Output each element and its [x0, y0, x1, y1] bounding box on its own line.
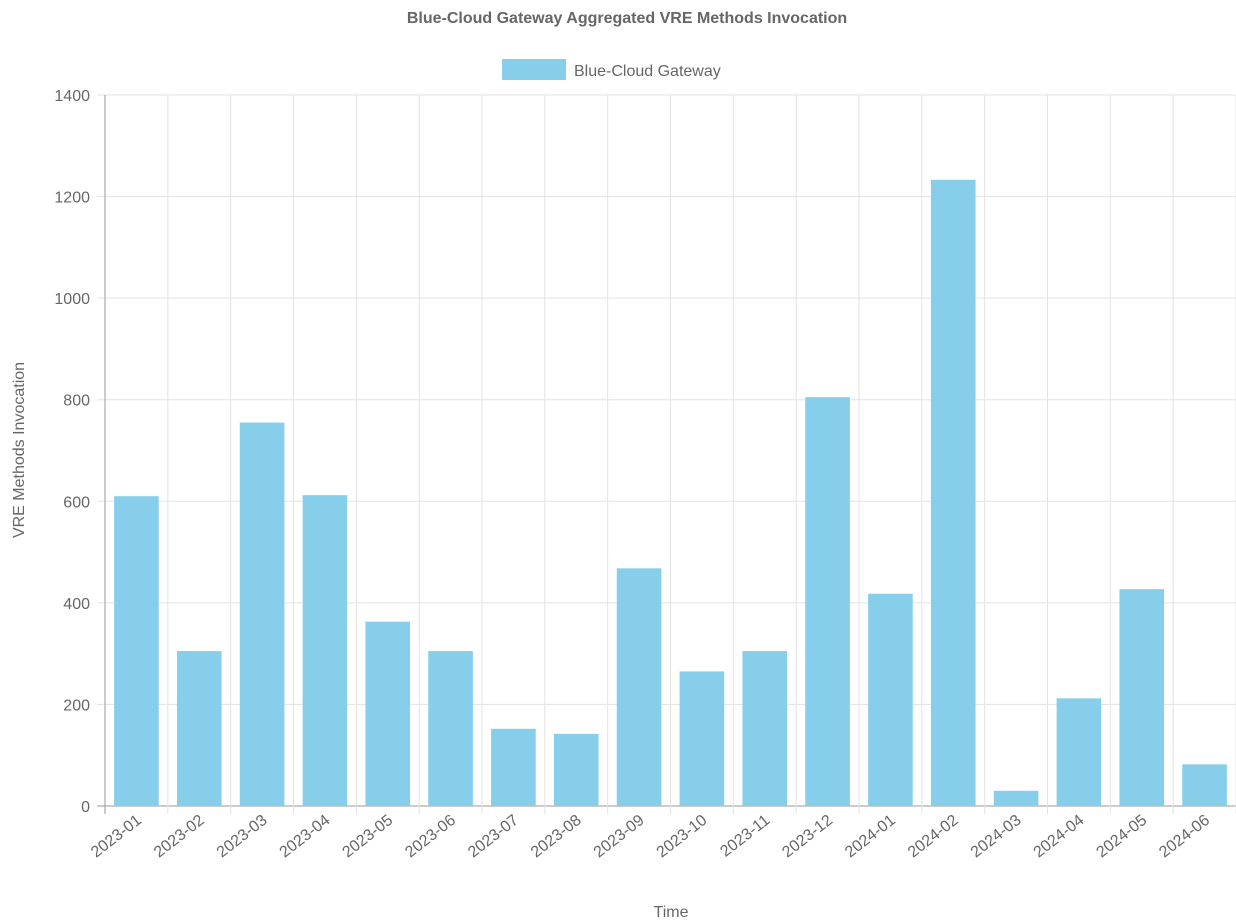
bar	[365, 621, 411, 806]
x-tick-label: 2023-06	[402, 812, 459, 862]
y-tick-label: 1200	[54, 190, 90, 207]
x-tick-label: 2023-10	[654, 812, 711, 862]
y-tick-label: 1000	[54, 291, 90, 308]
y-tick-label: 200	[63, 697, 90, 714]
bar	[1119, 589, 1165, 806]
y-axis-ticks: 0 200 400 600 800 1000 1200 1400	[54, 88, 90, 816]
chart-title: Blue-Cloud Gateway Aggregated VRE Method…	[407, 10, 847, 27]
x-axis-title: Time	[654, 904, 689, 921]
bar	[993, 790, 1039, 806]
x-tick-label: 2023-03	[214, 812, 271, 862]
bar	[553, 733, 599, 806]
bars	[114, 179, 1227, 807]
bar	[428, 651, 473, 806]
x-tick-label: 2023-02	[151, 812, 208, 862]
x-tick-label: 2024-02	[905, 812, 962, 862]
bar	[114, 496, 159, 806]
bar	[679, 671, 725, 806]
legend-swatch	[502, 59, 566, 80]
y-tick-label: 0	[81, 799, 90, 816]
x-tick-label: 2024-04	[1031, 812, 1088, 862]
x-tick-label: 2023-08	[528, 812, 585, 862]
y-tick-label: 600	[63, 494, 90, 511]
bar	[176, 651, 222, 806]
x-tick-label: 2023-01	[88, 812, 145, 862]
x-tick-label: 2024-03	[968, 812, 1025, 862]
x-tick-label: 2023-11	[717, 812, 773, 861]
bar	[491, 728, 536, 806]
grid	[97, 94, 1236, 814]
y-tick-label: 400	[63, 596, 90, 613]
bar	[616, 568, 662, 806]
x-tick-label: 2024-06	[1156, 812, 1213, 862]
bar	[805, 397, 850, 806]
legend[interactable]: Blue-Cloud Gateway	[502, 59, 721, 80]
legend-label: Blue-Cloud Gateway	[574, 63, 721, 80]
x-tick-label: 2023-04	[277, 812, 334, 862]
bar	[1056, 698, 1102, 806]
x-tick-label: 2023-05	[339, 812, 396, 862]
bar	[930, 179, 976, 807]
y-axis-title: VRE Methods Invocation	[11, 362, 28, 538]
bar	[742, 651, 788, 806]
x-tick-label: 2023-12	[779, 812, 836, 862]
y-tick-label: 1400	[54, 88, 90, 105]
x-tick-label: 2023-07	[465, 812, 522, 862]
y-tick-label: 800	[63, 393, 90, 410]
bar	[302, 495, 348, 806]
x-tick-label: 2023-09	[591, 812, 648, 862]
bar	[1182, 764, 1227, 806]
bar	[868, 593, 913, 806]
x-tick-label: 2024-05	[1093, 812, 1150, 862]
bar	[239, 422, 285, 806]
x-axis-ticks: 2023-01 2023-02 2023-03 2023-04 2023-05 2023-…	[88, 812, 1213, 862]
x-tick-label: 2024-01	[842, 812, 899, 862]
